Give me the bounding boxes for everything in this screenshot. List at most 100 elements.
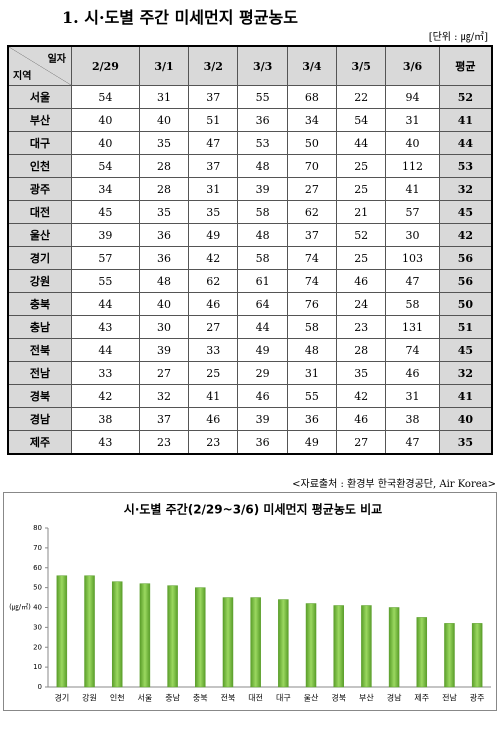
column-header: 3/5 bbox=[336, 45, 387, 86]
value: 31 bbox=[138, 85, 190, 109]
region: 울산 bbox=[7, 223, 72, 247]
y-axis-label: (㎍/㎥) bbox=[9, 602, 31, 612]
value: 43 bbox=[71, 315, 140, 339]
column-header: 3/2 bbox=[188, 45, 239, 86]
value: 24 bbox=[336, 292, 387, 316]
value: 23 bbox=[336, 315, 387, 339]
value: 28 bbox=[336, 338, 387, 362]
region: 경북 bbox=[7, 384, 72, 408]
value: 62 bbox=[286, 200, 338, 224]
value: 94 bbox=[385, 85, 440, 109]
bar bbox=[195, 587, 206, 688]
table-row: 강원 55 48 62 61 74 46 47 56 bbox=[7, 269, 493, 293]
value: 47 bbox=[188, 131, 239, 155]
bar bbox=[139, 583, 151, 688]
value: 50 bbox=[286, 131, 338, 155]
value: 48 bbox=[138, 269, 190, 293]
region: 대구 bbox=[7, 131, 72, 155]
average: 56 bbox=[438, 246, 493, 270]
table-body: 서울 54 31 37 55 68 22 94 52 부산 40 40 51 36 34 54 31 41 대구 40… bbox=[7, 85, 493, 455]
value: 35 bbox=[138, 200, 190, 224]
region: 부산 bbox=[7, 108, 72, 132]
bar bbox=[444, 623, 455, 688]
value: 76 bbox=[286, 292, 338, 316]
value: 39 bbox=[138, 338, 190, 362]
region: 강원 bbox=[7, 269, 72, 293]
table-row: 대전 45 35 35 58 62 21 57 45 bbox=[7, 200, 493, 224]
value: 37 bbox=[188, 154, 239, 178]
value: 58 bbox=[385, 292, 440, 316]
value: 40 bbox=[138, 292, 190, 316]
value: 35 bbox=[138, 131, 190, 155]
region: 충북 bbox=[7, 292, 72, 316]
value: 31 bbox=[385, 108, 440, 132]
x-tick-label: 전북 bbox=[221, 693, 236, 703]
value: 57 bbox=[71, 246, 140, 270]
x-tick-label: 울산 bbox=[304, 693, 319, 703]
value: 22 bbox=[336, 85, 387, 109]
column-header: 3/1 bbox=[138, 45, 190, 86]
value: 54 bbox=[71, 85, 140, 109]
value: 46 bbox=[188, 292, 239, 316]
value: 25 bbox=[336, 154, 387, 178]
x-tick-label: 광주 bbox=[470, 693, 485, 703]
value: 55 bbox=[71, 269, 140, 293]
value: 43 bbox=[71, 430, 140, 455]
corner-bottom: 지역 bbox=[13, 71, 32, 82]
average: 42 bbox=[438, 223, 493, 247]
value: 42 bbox=[188, 246, 239, 270]
bar bbox=[167, 585, 178, 688]
value: 74 bbox=[385, 338, 440, 362]
x-tick-label: 경남 bbox=[387, 693, 402, 703]
value: 25 bbox=[336, 177, 387, 201]
bar bbox=[333, 605, 344, 688]
value: 31 bbox=[385, 384, 440, 408]
x-tick-label: 경기 bbox=[54, 693, 69, 703]
table-row: 전북 44 39 33 49 48 28 74 45 bbox=[7, 338, 493, 362]
column-header: 3/6 bbox=[385, 45, 440, 86]
table-row: 전남 33 27 25 29 31 35 46 32 bbox=[7, 361, 493, 385]
average: 32 bbox=[438, 177, 493, 201]
table-row: 대구 40 35 47 53 50 44 40 44 bbox=[7, 131, 493, 155]
bar bbox=[56, 575, 68, 688]
value: 33 bbox=[188, 338, 239, 362]
value: 48 bbox=[237, 223, 288, 247]
value: 58 bbox=[237, 246, 288, 270]
value: 32 bbox=[138, 384, 190, 408]
value: 44 bbox=[237, 315, 288, 339]
value: 41 bbox=[385, 177, 440, 201]
average: 45 bbox=[438, 200, 493, 224]
region: 대전 bbox=[7, 200, 72, 224]
x-tick-label: 인천 bbox=[110, 693, 125, 703]
value: 54 bbox=[71, 154, 140, 178]
bar bbox=[471, 623, 483, 688]
value: 55 bbox=[286, 384, 338, 408]
source: <자료출처 : 환경부 한국환경공단, Air Korea> bbox=[292, 479, 496, 490]
region: 전남 bbox=[7, 361, 72, 385]
value: 61 bbox=[237, 269, 288, 293]
value: 112 bbox=[385, 154, 440, 178]
table-row: 충북 44 40 46 64 76 24 58 50 bbox=[7, 292, 493, 316]
y-tick-label: 30 bbox=[33, 623, 42, 631]
value: 34 bbox=[286, 108, 338, 132]
chart-title: 시·도별 주간(2/29~3/6) 미세먼지 평균농도 비교 bbox=[124, 502, 382, 517]
average: 35 bbox=[438, 430, 493, 455]
value: 47 bbox=[385, 430, 440, 455]
value: 52 bbox=[336, 223, 387, 247]
value: 46 bbox=[336, 269, 387, 293]
value: 34 bbox=[71, 177, 140, 201]
value: 68 bbox=[286, 85, 338, 109]
x-tick-label: 대구 bbox=[276, 694, 291, 703]
value: 31 bbox=[188, 177, 239, 201]
table-row: 충남 43 30 27 44 58 23 131 51 bbox=[7, 315, 493, 339]
average: 56 bbox=[438, 269, 493, 293]
region: 경남 bbox=[7, 407, 72, 431]
x-tick-label: 강원 bbox=[82, 693, 97, 703]
x-tick-label: 부산 bbox=[359, 693, 374, 703]
value: 27 bbox=[336, 430, 387, 455]
value: 51 bbox=[188, 108, 239, 132]
value: 74 bbox=[286, 269, 338, 293]
table-row: 경기 57 36 42 58 74 25 103 56 bbox=[7, 246, 493, 270]
bar bbox=[416, 617, 428, 688]
